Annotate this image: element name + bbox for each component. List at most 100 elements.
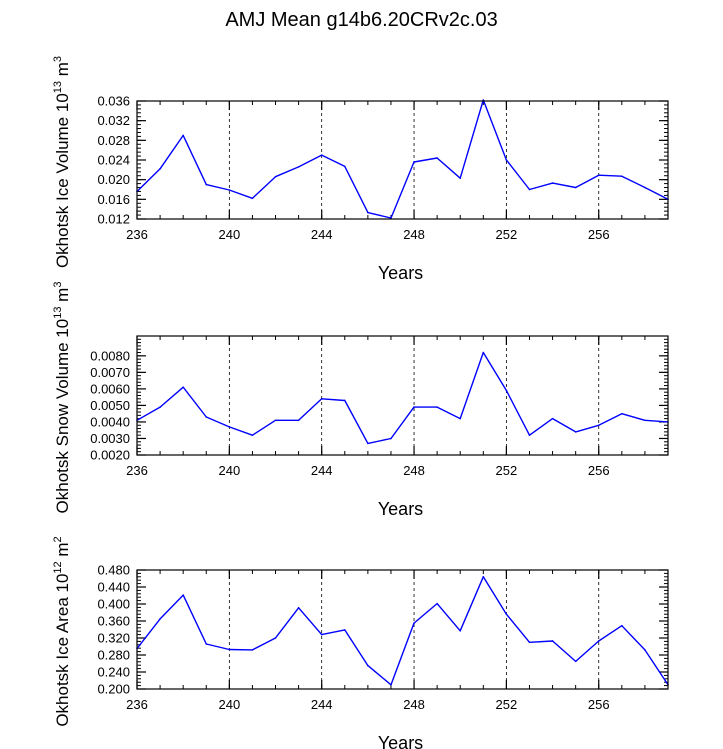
data-point bbox=[528, 188, 531, 191]
data-point bbox=[228, 648, 231, 651]
y-tick-label: 0.024 bbox=[97, 153, 130, 168]
data-point bbox=[228, 189, 231, 191]
x-tick-label: 248 bbox=[403, 697, 425, 712]
x-tick-label: 244 bbox=[311, 227, 333, 242]
x-tick-label: 252 bbox=[496, 227, 518, 242]
data-point bbox=[182, 386, 184, 389]
x-axis-label: Years bbox=[378, 499, 423, 519]
y-tick-label: 0.020 bbox=[97, 172, 130, 187]
x-axis-label: Years bbox=[378, 733, 423, 749]
y-axis-label: Okhotsk Ice Area 1012 m2 bbox=[52, 536, 72, 726]
x-tick-label: 248 bbox=[403, 227, 425, 242]
y-tick-label: 0.320 bbox=[97, 631, 130, 646]
y-tick-label: 0.360 bbox=[97, 614, 130, 629]
x-tick-label: 256 bbox=[588, 697, 610, 712]
data-point bbox=[297, 166, 300, 168]
data-point bbox=[482, 576, 485, 578]
chart-panel-2: 236 240 244 248 252 2560.00200.00300.00400.00… bbox=[52, 282, 669, 519]
data-point bbox=[413, 622, 415, 624]
y-tick-label: 0.032 bbox=[97, 113, 130, 128]
y-tick-label: 0.400 bbox=[97, 597, 130, 612]
x-tick-label: 240 bbox=[218, 463, 240, 478]
x-tick-label: 236 bbox=[126, 463, 148, 478]
y-tick-label: 0.200 bbox=[97, 682, 130, 697]
data-point bbox=[551, 640, 554, 642]
x-tick-label: 236 bbox=[126, 697, 148, 712]
data-point bbox=[574, 660, 577, 663]
data-point bbox=[574, 431, 577, 433]
x-tick-label: 252 bbox=[496, 463, 518, 478]
y-tick-label: 0.0040 bbox=[90, 414, 130, 429]
data-point bbox=[274, 419, 277, 422]
data-point bbox=[274, 175, 277, 178]
x-tick-label: 252 bbox=[496, 697, 518, 712]
y-tick-label: 0.028 bbox=[97, 133, 130, 148]
data-point bbox=[205, 416, 208, 418]
data-point bbox=[413, 161, 415, 163]
data-point bbox=[367, 442, 369, 445]
data-point bbox=[551, 417, 554, 420]
data-point bbox=[644, 649, 646, 651]
data-point bbox=[482, 351, 485, 354]
data-point bbox=[343, 165, 346, 168]
data-point bbox=[644, 186, 646, 189]
data-point bbox=[182, 134, 184, 137]
data-point bbox=[343, 629, 346, 631]
data-point bbox=[436, 157, 438, 159]
x-tick-label: 248 bbox=[403, 463, 425, 478]
data-point bbox=[621, 175, 623, 178]
data-point bbox=[251, 197, 254, 200]
data-point bbox=[367, 211, 369, 214]
series-line bbox=[136, 351, 669, 445]
data-point bbox=[459, 177, 462, 179]
y-tick-label: 0.0070 bbox=[90, 365, 130, 380]
x-tick-label: 240 bbox=[218, 227, 240, 242]
data-point bbox=[205, 643, 208, 645]
plot-frame bbox=[136, 100, 669, 220]
data-point bbox=[367, 664, 369, 667]
data-point bbox=[159, 618, 161, 620]
data-point bbox=[159, 168, 161, 170]
x-tick-label: 256 bbox=[588, 227, 610, 242]
data-point bbox=[297, 419, 300, 422]
data-point bbox=[182, 594, 184, 596]
x-tick-label: 236 bbox=[126, 227, 148, 242]
data-point bbox=[436, 406, 438, 408]
data-point bbox=[528, 434, 531, 436]
data-point bbox=[251, 649, 254, 651]
y-tick-label: 0.0030 bbox=[90, 431, 130, 446]
data-point bbox=[505, 613, 508, 615]
plot-frame bbox=[136, 335, 669, 456]
y-tick-label: 0.280 bbox=[97, 648, 130, 663]
data-point bbox=[551, 182, 554, 184]
chart-panel-1: 236 240 244 248 252 256 0.012 0.016 0.020 0.024 0.… bbox=[52, 56, 669, 283]
data-point bbox=[574, 186, 577, 189]
data-point bbox=[251, 434, 254, 436]
figure-title: AMJ Mean g14b6.20CRv2c.03 bbox=[225, 9, 498, 31]
y-tick-label: 0.0080 bbox=[90, 348, 130, 363]
data-point bbox=[320, 398, 323, 400]
y-tick-label: 0.036 bbox=[97, 94, 130, 109]
x-tick-label: 240 bbox=[218, 697, 240, 712]
data-point bbox=[390, 683, 392, 686]
data-point bbox=[459, 629, 462, 632]
data-point bbox=[505, 389, 508, 392]
data-point bbox=[597, 640, 600, 642]
data-point bbox=[413, 406, 415, 408]
data-point bbox=[320, 154, 323, 156]
data-point bbox=[320, 633, 323, 636]
data-point bbox=[159, 406, 161, 408]
data-point bbox=[505, 159, 508, 161]
data-point bbox=[644, 419, 646, 422]
x-tick-label: 256 bbox=[588, 463, 610, 478]
y-tick-label: 0.0060 bbox=[90, 381, 130, 396]
data-point bbox=[297, 607, 300, 609]
data-point bbox=[390, 437, 392, 440]
data-point bbox=[621, 412, 623, 415]
chart-panel-3: 236 240 244 248 252 256 0.200 0.240 0.280 0.320 0.… bbox=[52, 536, 669, 749]
data-point bbox=[597, 424, 600, 427]
plot-frame bbox=[136, 569, 669, 690]
data-point bbox=[343, 399, 346, 402]
